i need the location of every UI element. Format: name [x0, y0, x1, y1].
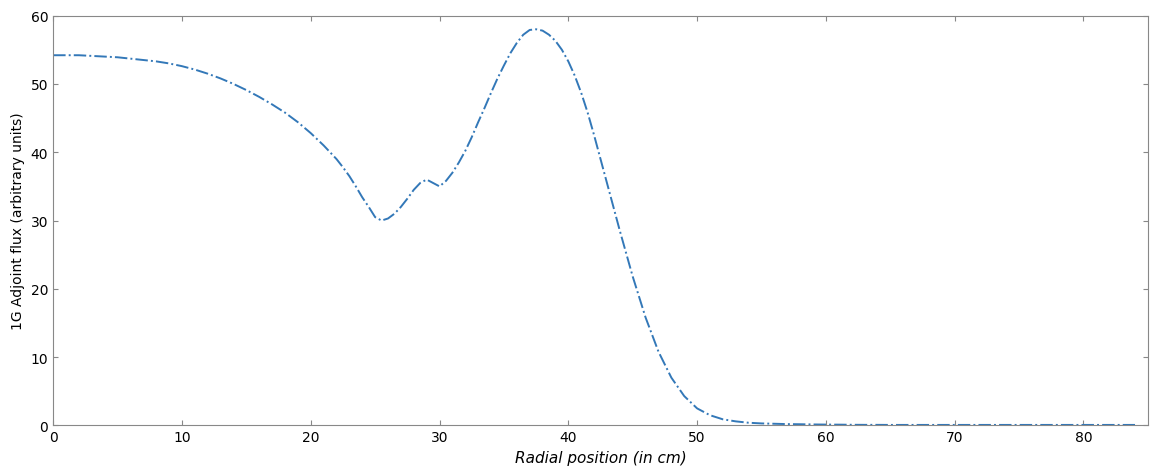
Y-axis label: 1G Adjoint flux (arbitrary units): 1G Adjoint flux (arbitrary units) [12, 112, 25, 330]
X-axis label: Radial position (in cm): Radial position (in cm) [515, 450, 686, 465]
